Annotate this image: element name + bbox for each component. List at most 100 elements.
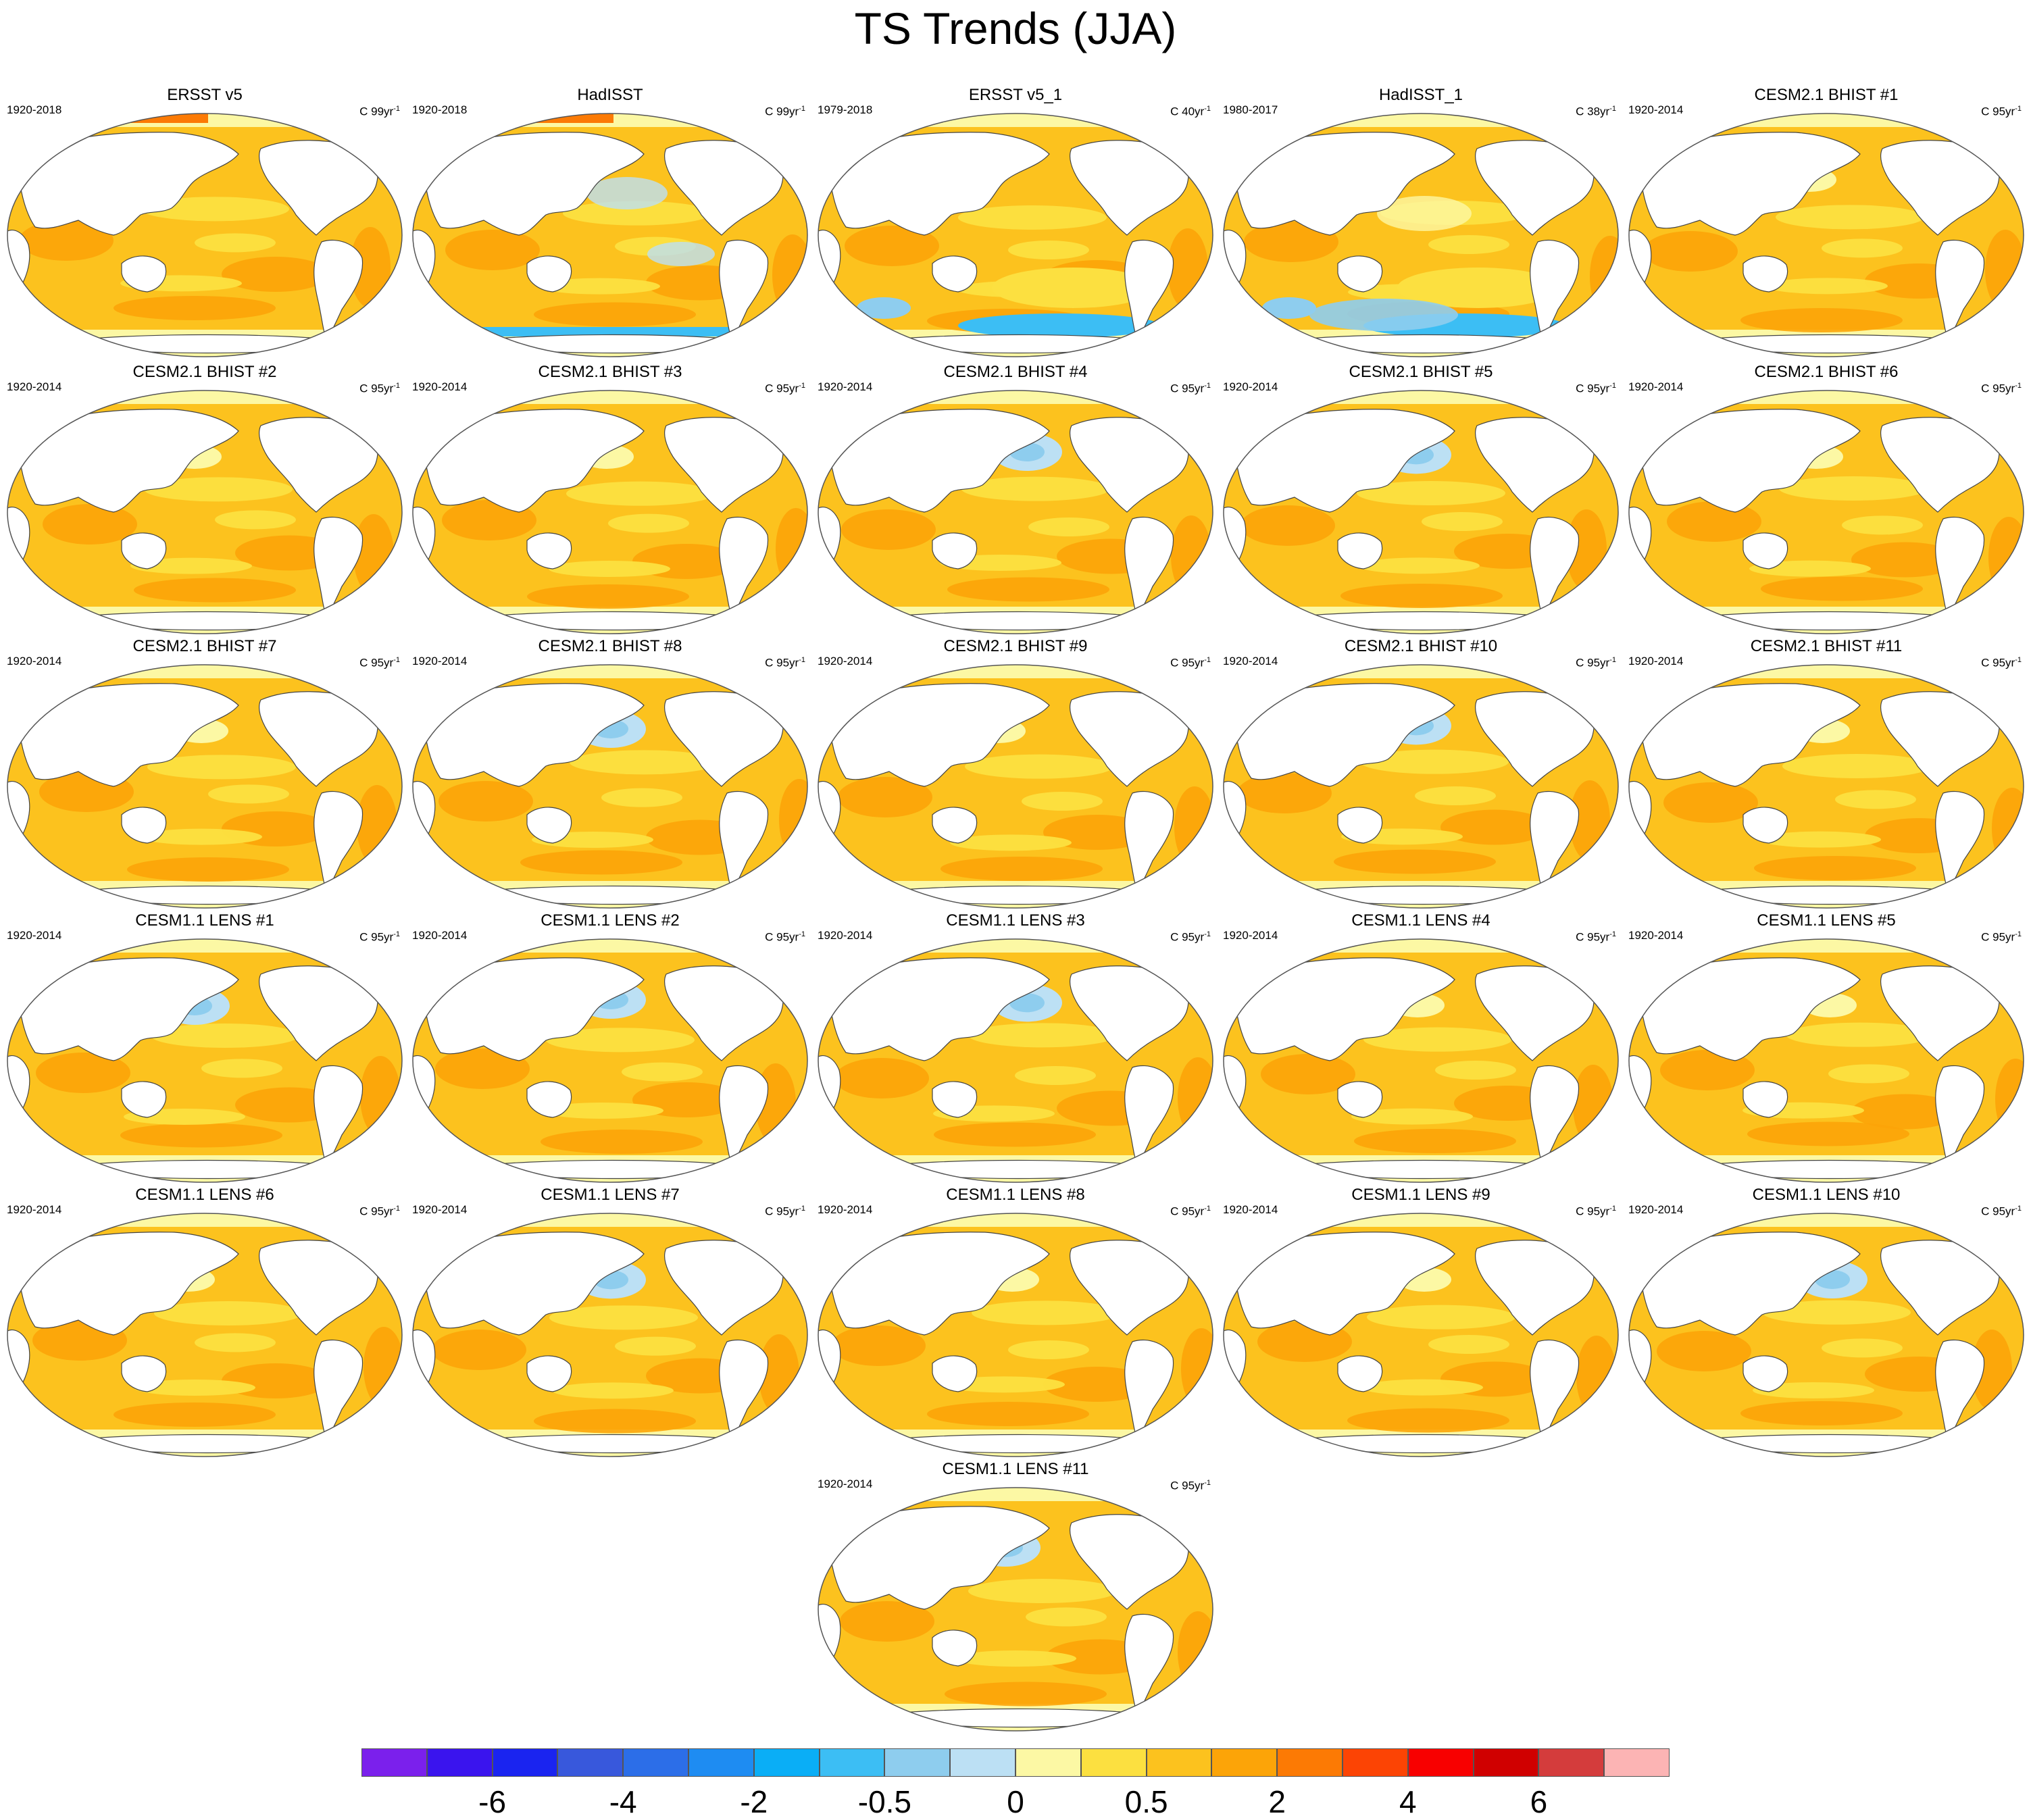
panel-title: CESM1.1 LENS #11 <box>942 1460 1089 1478</box>
map-panel: HadISST 1920-2018 C 99yr-1 <box>411 85 809 359</box>
robinson-map <box>412 1213 808 1457</box>
land-mass <box>1234 132 1455 236</box>
land-mass <box>1964 1223 2010 1253</box>
land-mass <box>829 1232 1050 1336</box>
panel-title: CESM2.1 BHIST #9 <box>943 637 1088 655</box>
land-mass <box>526 1355 572 1392</box>
colorbar-swatch <box>1016 1748 1081 1777</box>
land-mass <box>1680 885 1974 905</box>
robinson-map <box>7 113 403 357</box>
map-panel: CESM1.1 LENS #2 1920-2014 C 95yr-1 <box>411 911 809 1185</box>
land-mass <box>748 400 794 430</box>
land-mass <box>932 1081 978 1118</box>
map-panel: CESM1.1 LENS #5 1920-2014 C 95yr-1 <box>1627 911 2026 1185</box>
map-panel: CESM2.1 BHIST #6 1920-2014 C 95yr-1 <box>1627 362 2026 636</box>
panel-title: CESM1.1 LENS #2 <box>541 911 680 930</box>
map-outline <box>412 113 808 357</box>
map-outline <box>412 938 808 1183</box>
panel-title: CESM2.1 BHIST #3 <box>538 363 682 381</box>
colorbar-swatch <box>426 1748 493 1777</box>
map-panel: CESM2.1 BHIST #1 1920-2014 C 95yr-1 <box>1627 85 2026 359</box>
land-mass <box>1337 807 1383 844</box>
panel-units: C 99yr-1 <box>765 105 805 118</box>
map-outline <box>7 938 403 1183</box>
colorbar-swatch <box>1407 1748 1474 1777</box>
land-mass <box>748 949 794 979</box>
panel-title: CESM2.1 BHIST #6 <box>1754 363 1899 381</box>
land-mass <box>1742 807 1788 844</box>
map-outline <box>818 664 1213 909</box>
land-mass <box>1559 400 1605 430</box>
land-mass <box>1153 1223 1199 1253</box>
map-panel: CESM2.1 BHIST #3 1920-2014 C 95yr-1 <box>411 362 809 636</box>
land-mass <box>1153 123 1199 153</box>
panel-years: 1920-2014 <box>7 1203 62 1216</box>
map-panel: CESM2.1 BHIST #4 1920-2014 C 95yr-1 <box>816 362 1215 636</box>
panel-title: CESM1.1 LENS #7 <box>541 1186 680 1204</box>
figure-title: TS Trends (JJA) <box>854 3 1177 53</box>
land-mass <box>59 1159 352 1180</box>
robinson-map <box>818 390 1213 634</box>
panel-years: 1920-2014 <box>818 1203 873 1216</box>
robinson-map <box>1628 1213 2024 1457</box>
map-outline <box>412 1213 808 1457</box>
map-outline <box>412 390 808 634</box>
robinson-map <box>1628 113 2024 357</box>
land-mass <box>1680 611 1974 631</box>
panel-units: C 95yr-1 <box>1981 656 2022 669</box>
colorbar-tick-label: -2 <box>740 1784 768 1819</box>
land-mass <box>1275 1434 1568 1454</box>
panel-title: CESM2.1 BHIST #11 <box>1750 637 1903 655</box>
panel-units: C 40yr-1 <box>1170 105 1211 118</box>
map-outline <box>1628 938 2024 1183</box>
land-mass <box>1742 1081 1788 1118</box>
map-outline <box>818 113 1213 357</box>
colorbar-swatch <box>1343 1748 1408 1777</box>
land-mass <box>343 1223 388 1253</box>
land-mass <box>1742 1355 1788 1392</box>
panel-years: 1920-2014 <box>412 929 468 942</box>
panel-title: CESM1.1 LENS #6 <box>135 1186 274 1204</box>
land-mass <box>121 807 167 844</box>
land-mass <box>1275 334 1568 354</box>
land-mass <box>1234 683 1455 787</box>
land-mass <box>424 1232 645 1336</box>
map-outline <box>818 938 1213 1183</box>
land-mass <box>424 957 645 1061</box>
map-panel: ERSST v5 1920-2018 C 99yr-1 <box>5 85 404 359</box>
panel-units: C 38yr-1 <box>1576 105 1616 118</box>
colorbar-swatch <box>753 1748 820 1777</box>
land-mass <box>829 409 1050 513</box>
map-panel: CESM2.1 BHIST #8 1920-2014 C 95yr-1 <box>411 636 809 911</box>
land-mass <box>829 683 1050 787</box>
land-mass <box>424 683 645 787</box>
robinson-map <box>7 664 403 909</box>
land-mass <box>1964 949 2010 979</box>
land-mass <box>18 1232 239 1336</box>
panel-units: C 95yr-1 <box>1981 382 2022 395</box>
panel-units: C 95yr-1 <box>359 382 400 395</box>
map-outline <box>7 113 403 357</box>
land-mass <box>464 1159 757 1180</box>
land-mass <box>870 1434 1163 1454</box>
land-mass <box>464 611 757 631</box>
robinson-map <box>7 1213 403 1457</box>
panel-units: C 95yr-1 <box>1981 105 2022 118</box>
robinson-map <box>818 1213 1213 1457</box>
land-mass <box>424 409 645 513</box>
land-mass <box>748 1223 794 1253</box>
land-mass <box>59 334 352 354</box>
panel-units: C 95yr-1 <box>1170 930 1211 944</box>
map-panel: CESM1.1 LENS #1 1920-2014 C 95yr-1 <box>5 911 404 1185</box>
land-mass <box>526 807 572 844</box>
panel-units: C 95yr-1 <box>765 382 805 395</box>
colorbar-swatch <box>361 1748 427 1777</box>
panel-years: 1920-2014 <box>7 655 62 667</box>
panel-title: CESM1.1 LENS #9 <box>1351 1186 1490 1204</box>
robinson-map <box>818 938 1213 1183</box>
panel-years: 1920-2014 <box>412 380 468 393</box>
map-outline <box>818 1487 1213 1731</box>
map-panel: CESM2.1 BHIST #5 1920-2014 C 95yr-1 <box>1222 362 1620 636</box>
colorbar-swatch <box>688 1748 754 1777</box>
panel-years: 1920-2014 <box>818 1477 873 1490</box>
